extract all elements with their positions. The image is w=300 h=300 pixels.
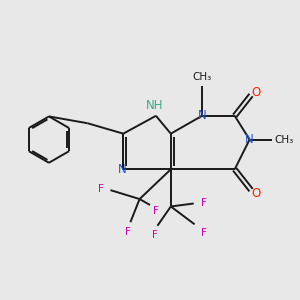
Text: F: F [201, 228, 206, 238]
Text: F: F [152, 230, 158, 240]
Text: F: F [201, 199, 206, 208]
Text: CH₃: CH₃ [274, 135, 293, 145]
Text: F: F [98, 184, 104, 194]
Text: F: F [153, 206, 159, 216]
Text: N: N [117, 163, 126, 176]
Text: CH₃: CH₃ [192, 72, 212, 82]
Text: O: O [251, 85, 260, 98]
Text: NH: NH [146, 99, 163, 112]
Text: F: F [125, 227, 130, 237]
Text: O: O [251, 187, 260, 200]
Text: N: N [198, 109, 206, 122]
Text: N: N [245, 133, 254, 146]
